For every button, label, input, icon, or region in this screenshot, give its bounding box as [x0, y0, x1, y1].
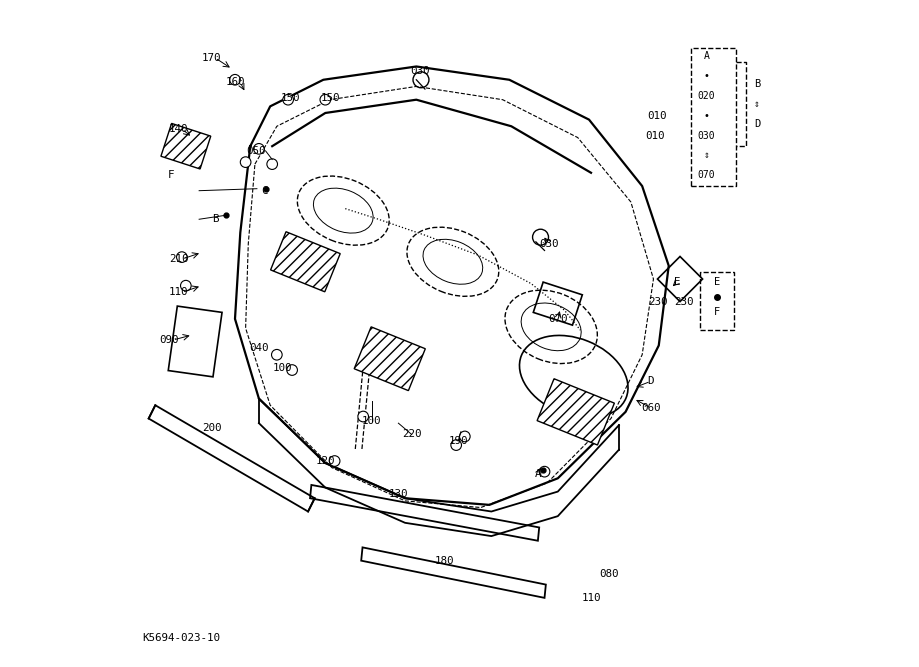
Text: •: • — [704, 111, 709, 121]
Circle shape — [357, 412, 369, 422]
Text: 130: 130 — [389, 489, 408, 499]
Text: 100: 100 — [272, 363, 292, 373]
Text: 050: 050 — [246, 146, 266, 156]
Text: E: E — [675, 277, 681, 287]
Text: F: F — [167, 170, 174, 180]
Text: ⇕: ⇕ — [704, 151, 709, 161]
Circle shape — [240, 157, 251, 167]
Text: 010: 010 — [648, 111, 667, 121]
Text: 160: 160 — [225, 77, 244, 87]
Polygon shape — [270, 231, 340, 291]
Text: 090: 090 — [159, 335, 178, 345]
Text: 100: 100 — [362, 416, 381, 426]
Text: 150: 150 — [280, 93, 300, 103]
Text: 020: 020 — [698, 91, 715, 101]
Text: F: F — [714, 307, 720, 317]
Text: 070: 070 — [548, 314, 568, 324]
Text: 170: 170 — [202, 53, 221, 63]
Polygon shape — [161, 123, 210, 169]
Circle shape — [271, 350, 282, 360]
Text: 200: 200 — [202, 423, 221, 433]
Circle shape — [180, 280, 191, 291]
Circle shape — [460, 431, 471, 442]
Text: B: B — [212, 214, 219, 224]
Text: 220: 220 — [402, 430, 422, 440]
Circle shape — [254, 143, 265, 154]
Text: 230: 230 — [648, 297, 667, 307]
Text: D: D — [648, 376, 654, 386]
Text: C: C — [262, 185, 268, 195]
Text: 110: 110 — [169, 287, 188, 297]
Circle shape — [451, 440, 461, 450]
Text: 030: 030 — [698, 131, 715, 141]
Text: 040: 040 — [249, 343, 268, 353]
Circle shape — [329, 456, 340, 466]
Text: •: • — [704, 71, 709, 81]
Text: 190: 190 — [448, 436, 468, 446]
Text: 070: 070 — [698, 170, 715, 180]
Circle shape — [539, 466, 550, 477]
Circle shape — [320, 94, 331, 105]
Text: 180: 180 — [435, 556, 455, 566]
Circle shape — [267, 159, 278, 169]
Polygon shape — [354, 327, 425, 391]
Circle shape — [230, 75, 240, 85]
Text: 120: 120 — [315, 456, 335, 466]
Text: 080: 080 — [599, 569, 618, 579]
Text: 060: 060 — [641, 403, 661, 413]
Text: A: A — [535, 470, 541, 480]
Text: D: D — [754, 119, 760, 129]
Text: 030: 030 — [410, 66, 429, 76]
Text: 030: 030 — [539, 239, 559, 249]
Text: A: A — [704, 51, 709, 61]
Circle shape — [287, 365, 298, 376]
Text: E: E — [714, 277, 720, 287]
Text: 110: 110 — [581, 593, 601, 603]
Text: 230: 230 — [675, 297, 694, 307]
Text: 150: 150 — [320, 93, 340, 103]
Polygon shape — [537, 379, 615, 445]
Text: B: B — [754, 79, 760, 89]
Text: 140: 140 — [169, 124, 188, 134]
Circle shape — [176, 252, 187, 262]
Text: 010: 010 — [646, 131, 665, 141]
Text: ⇕: ⇕ — [754, 99, 760, 109]
Text: K5694-023-10: K5694-023-10 — [142, 633, 220, 643]
Text: 210: 210 — [169, 254, 188, 264]
Circle shape — [283, 94, 293, 105]
